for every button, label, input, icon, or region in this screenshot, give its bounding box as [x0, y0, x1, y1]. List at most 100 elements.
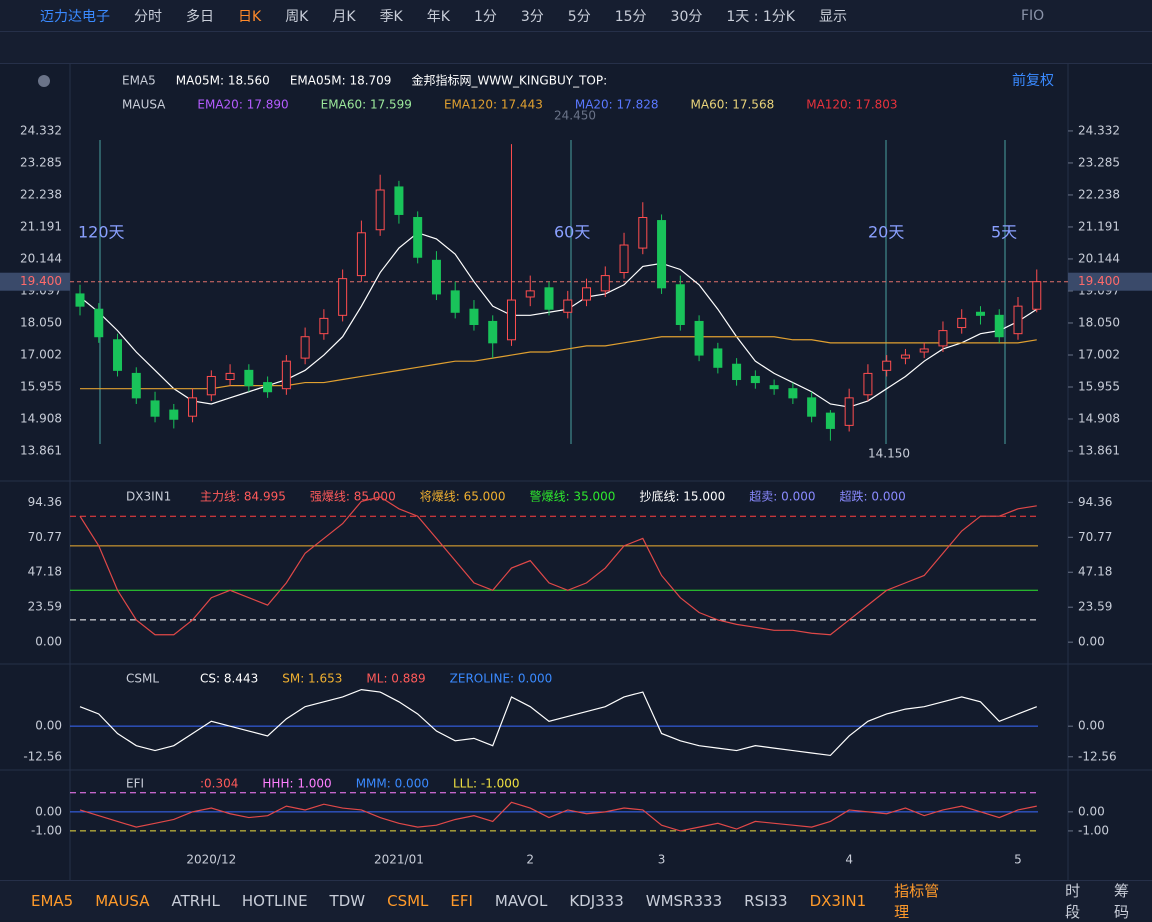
- period-tab[interactable]: 30分: [670, 8, 703, 25]
- candle-body: [94, 308, 104, 338]
- mode-select[interactable]: 1天 : 1分K: [726, 8, 795, 25]
- period-tab[interactable]: 分时: [134, 8, 162, 25]
- legend-item: 超卖: 0.000: [749, 489, 815, 504]
- candle-body: [844, 397, 854, 426]
- candle-body: [225, 372, 235, 381]
- legend-item: 抄底线: 15.000: [639, 489, 725, 504]
- indicator-tab[interactable]: RSI33: [744, 891, 788, 910]
- period-tab[interactable]: 季K: [379, 8, 403, 25]
- candle-body: [675, 284, 685, 325]
- y-tick-label: 24.332: [20, 123, 62, 137]
- annotation: 5天: [991, 223, 1017, 242]
- indicator-tabs: EMA5 MAUSA ATRHL HOTLINE TDW CSML EFI MAVOL KDJ3…: [0, 880, 1152, 921]
- panel-borders: [0, 64, 1152, 880]
- candle-body: [750, 375, 760, 384]
- stock-name[interactable]: 迈力达电子: [40, 8, 110, 25]
- y-tick-label: 0.00: [35, 635, 62, 649]
- annotation: 60天: [554, 223, 590, 242]
- period-tab[interactable]: 日K: [238, 8, 262, 25]
- period-tab[interactable]: 15分: [614, 8, 647, 25]
- price-box: [1068, 272, 1152, 291]
- logo: FIO: [1020, 7, 1045, 24]
- period-tab[interactable]: 1分: [473, 8, 497, 25]
- panel-name: CSML: [126, 672, 159, 686]
- y-tick-label: 17.002: [20, 348, 62, 362]
- legend-item: SM: 1.653: [282, 672, 342, 686]
- indicator-tab[interactable]: HOTLINE: [241, 891, 308, 910]
- candle-body: [619, 244, 629, 274]
- candle-body: [657, 220, 667, 289]
- panel-name: EFI: [126, 777, 144, 791]
- y-tick-label: 14.908: [20, 412, 62, 426]
- candle-body: [375, 189, 385, 231]
- candle-body: [75, 293, 85, 307]
- y-tick-label: -12.56: [23, 749, 62, 763]
- period-tab[interactable]: 5分: [567, 8, 591, 25]
- y-tick-label: 0.00: [35, 719, 62, 733]
- collapse-icon[interactable]: [38, 75, 50, 87]
- y-tick-label: 13.861: [1078, 444, 1120, 458]
- period-tab[interactable]: 年K: [426, 8, 450, 25]
- candle-body: [469, 308, 479, 325]
- candle-body: [1013, 305, 1023, 335]
- candle-body: [638, 217, 648, 249]
- period-tab[interactable]: 月K: [332, 8, 356, 25]
- y-tick-label: -1.00: [31, 823, 62, 837]
- indicator-tab[interactable]: DX3IN1: [809, 891, 867, 910]
- indicator-tab[interactable]: MAVOL: [494, 891, 548, 910]
- candle-body: [807, 397, 817, 417]
- x-tick-label: 2020/12: [186, 853, 236, 867]
- legend-item: EMA5: [122, 74, 156, 88]
- y-tick-label: 23.285: [1078, 155, 1120, 169]
- legend-item: MAUSA: [122, 98, 166, 112]
- y-tick-label: 0.00: [1078, 804, 1105, 818]
- indicator-tab[interactable]: ATRHL: [171, 891, 220, 910]
- legend-item: 强爆线: 85.000: [310, 490, 396, 504]
- candle-body: [131, 372, 141, 399]
- candle-body: [788, 388, 798, 399]
- indicator-tab[interactable]: WMSR333: [645, 891, 723, 910]
- candle-body: [431, 259, 441, 295]
- candle-body: [263, 382, 273, 393]
- indicator-tab[interactable]: EFI: [450, 891, 473, 910]
- y-tick-label: 24.332: [1078, 123, 1120, 137]
- legend-item: 主力线: 84.995: [200, 490, 286, 504]
- candle-body: [206, 375, 216, 396]
- candle-body: [825, 412, 835, 429]
- indicator-tab[interactable]: TDW: [329, 891, 366, 910]
- adjust-mode[interactable]: 前复权: [1012, 72, 1054, 89]
- legend-item: LLL: -1.000: [453, 777, 520, 791]
- annotation: 120天: [78, 223, 125, 242]
- indicator-tab[interactable]: KDJ333: [569, 891, 624, 910]
- candle-body: [769, 385, 779, 390]
- annotation: 20天: [868, 223, 904, 242]
- y-tick-label: 22.238: [20, 187, 62, 201]
- indicator-tab[interactable]: CSML: [387, 891, 429, 910]
- y-tick-label: 0.00: [1078, 719, 1105, 733]
- legend-item: 超跌: 0.000: [840, 489, 906, 504]
- x-tick-label: 4: [845, 853, 853, 867]
- period-tab[interactable]: 多日: [186, 8, 214, 25]
- panel-name: DX3IN1: [126, 490, 171, 504]
- candle-body: [713, 348, 723, 368]
- legend-item: 金邦指标网_WWW_KINGBUY_TOP:: [411, 73, 607, 88]
- legend-item: MMM: 0.000: [356, 777, 429, 791]
- display-menu[interactable]: 显示: [818, 8, 847, 25]
- y-tick-label: 18.050: [1078, 315, 1120, 329]
- candle-body: [694, 320, 704, 356]
- y-tick-label: 15.955: [20, 380, 62, 394]
- indicator-tab[interactable]: EMA5: [31, 891, 74, 910]
- x-tick-label: 2: [526, 853, 534, 867]
- candle-body: [488, 320, 498, 344]
- period-tab[interactable]: 3分: [520, 8, 544, 25]
- indicator-manage[interactable]: 指标管理: [894, 881, 940, 921]
- legend-item: 将爆线: 65.000: [420, 490, 506, 504]
- candle-body: [544, 287, 554, 310]
- period-tab[interactable]: 周K: [285, 8, 309, 25]
- indicator-line: [79, 688, 1037, 757]
- side-tab[interactable]: 时段: [1065, 881, 1081, 921]
- candle-body: [732, 363, 742, 381]
- candle-body: [882, 360, 892, 371]
- indicator-tab[interactable]: MAUSA: [95, 891, 150, 910]
- side-tab[interactable]: 筹码: [1114, 881, 1130, 921]
